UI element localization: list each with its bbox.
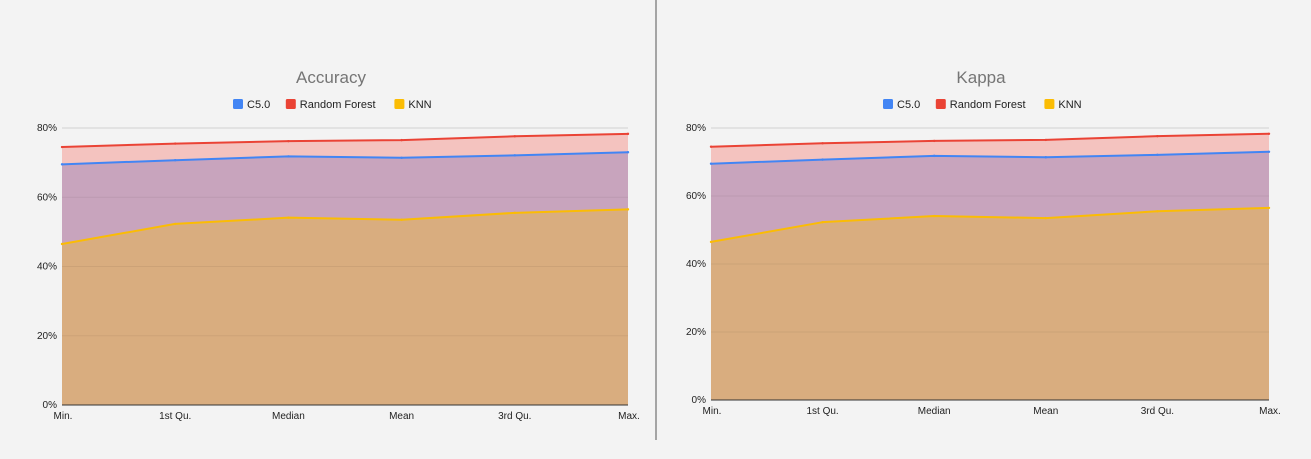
legend-item-random-forest: Random Forest bbox=[285, 99, 376, 111]
legend-label-random-forest: Random Forest bbox=[950, 99, 1026, 111]
y-tick-label: 40% bbox=[37, 262, 57, 273]
data-point-knn bbox=[60, 242, 64, 246]
legend-item-random-forest: Random Forest bbox=[935, 99, 1026, 111]
area-knn bbox=[711, 207, 1269, 400]
x-tick-label: Max. bbox=[618, 411, 640, 422]
chart-kappa: Kappa C5.0 Random Forest KNN 0% 20% 40% 60% 80% M… bbox=[686, 68, 1281, 417]
x-tick-label: Median bbox=[272, 411, 305, 422]
area-knn bbox=[62, 209, 628, 405]
legend-swatch-knn bbox=[1044, 99, 1055, 109]
data-point-random-forest bbox=[821, 142, 824, 145]
data-point-c5-0 bbox=[1267, 150, 1271, 153]
chart-title: Kappa bbox=[956, 68, 1006, 87]
data-point-random-forest bbox=[1156, 134, 1159, 138]
data-point-knn bbox=[1044, 216, 1048, 220]
legend: C5.0 Random Forest KNN bbox=[883, 99, 1082, 111]
data-point-c5-0 bbox=[400, 156, 403, 159]
data-point-knn bbox=[513, 211, 516, 215]
y-tick-label: 60% bbox=[37, 192, 57, 203]
data-point-random-forest bbox=[174, 142, 177, 145]
data-point-random-forest bbox=[1267, 132, 1271, 135]
legend-swatch-random-forest bbox=[935, 99, 946, 109]
chart-title: Accuracy bbox=[296, 68, 366, 87]
data-point-c5-0 bbox=[1044, 156, 1048, 159]
data-point-random-forest bbox=[513, 135, 516, 138]
x-tick-label: 3rd Qu. bbox=[498, 411, 531, 422]
y-tick-label: 20% bbox=[686, 327, 706, 338]
data-point-c5-0 bbox=[174, 159, 177, 162]
data-point-knn bbox=[933, 214, 936, 218]
data-point-knn bbox=[1156, 210, 1159, 213]
legend-swatch-random-forest bbox=[285, 99, 296, 109]
data-point-knn bbox=[821, 220, 824, 224]
chart-accuracy: Accuracy C5.0 Random Forest KNN 0% 20% 40% 60% 8… bbox=[37, 68, 640, 422]
legend-item-knn: KNN bbox=[394, 99, 432, 111]
data-point-knn bbox=[174, 222, 177, 226]
y-tick-label: 60% bbox=[686, 191, 706, 202]
legend-swatch-knn bbox=[394, 99, 405, 109]
x-tick-label: 3rd Qu. bbox=[1141, 406, 1174, 417]
legend-swatch-c5-0 bbox=[883, 99, 893, 109]
y-tick-label: 0% bbox=[43, 400, 58, 411]
data-point-c5-0 bbox=[626, 151, 630, 154]
y-tick-label: 40% bbox=[686, 259, 706, 270]
legend-label-knn: KNN bbox=[1058, 99, 1081, 111]
data-point-c5-0 bbox=[513, 154, 516, 157]
series-line-random-forest bbox=[710, 132, 1270, 148]
data-point-random-forest bbox=[1044, 138, 1048, 142]
data-point-c5-0 bbox=[287, 155, 290, 158]
x-tick-label: Mean bbox=[389, 411, 414, 422]
x-tick-label: Min. bbox=[703, 406, 722, 417]
data-point-random-forest bbox=[400, 138, 403, 142]
data-point-knn bbox=[287, 216, 290, 219]
data-point-random-forest bbox=[287, 139, 290, 143]
y-tick-label: 0% bbox=[692, 395, 707, 406]
x-tick-label: Median bbox=[918, 406, 951, 417]
series-line-knn bbox=[710, 206, 1270, 243]
legend-label-random-forest: Random Forest bbox=[300, 99, 376, 111]
y-tick-label: 80% bbox=[37, 123, 57, 134]
legend-item-c5-0: C5.0 bbox=[233, 99, 270, 111]
series-line-c5-0 bbox=[710, 150, 1270, 165]
x-tick-label: 1st Qu. bbox=[159, 411, 191, 422]
legend-swatch-c5-0 bbox=[233, 99, 243, 109]
series-line-random-forest bbox=[61, 132, 629, 149]
legend-item-knn: KNN bbox=[1044, 99, 1082, 111]
data-point-random-forest bbox=[626, 132, 630, 136]
legend-label-c5-0: C5.0 bbox=[247, 99, 270, 111]
y-tick-label: 20% bbox=[37, 331, 57, 342]
data-point-knn bbox=[1267, 206, 1271, 210]
data-point-random-forest bbox=[933, 139, 936, 143]
legend: C5.0 Random Forest KNN bbox=[233, 99, 432, 111]
data-point-c5-0 bbox=[1156, 153, 1159, 157]
data-point-knn bbox=[400, 218, 403, 221]
data-point-c5-0 bbox=[821, 158, 824, 161]
data-point-random-forest bbox=[709, 145, 713, 148]
data-point-random-forest bbox=[60, 145, 64, 149]
x-tick-label: Min. bbox=[54, 411, 73, 422]
data-point-knn bbox=[626, 208, 630, 211]
legend-label-c5-0: C5.0 bbox=[897, 99, 920, 111]
legend-item-c5-0: C5.0 bbox=[883, 99, 920, 111]
x-tick-label: Max. bbox=[1259, 406, 1281, 417]
x-tick-label: Mean bbox=[1033, 406, 1058, 417]
data-point-knn bbox=[709, 240, 713, 244]
data-point-c5-0 bbox=[709, 162, 713, 165]
series-line-knn bbox=[61, 208, 629, 245]
series-line-c5-0 bbox=[61, 151, 629, 166]
data-point-c5-0 bbox=[933, 154, 936, 158]
y-tick-label: 80% bbox=[686, 123, 706, 134]
x-tick-label: 1st Qu. bbox=[806, 406, 838, 417]
data-point-c5-0 bbox=[60, 163, 64, 166]
legend-label-knn: KNN bbox=[408, 99, 431, 111]
